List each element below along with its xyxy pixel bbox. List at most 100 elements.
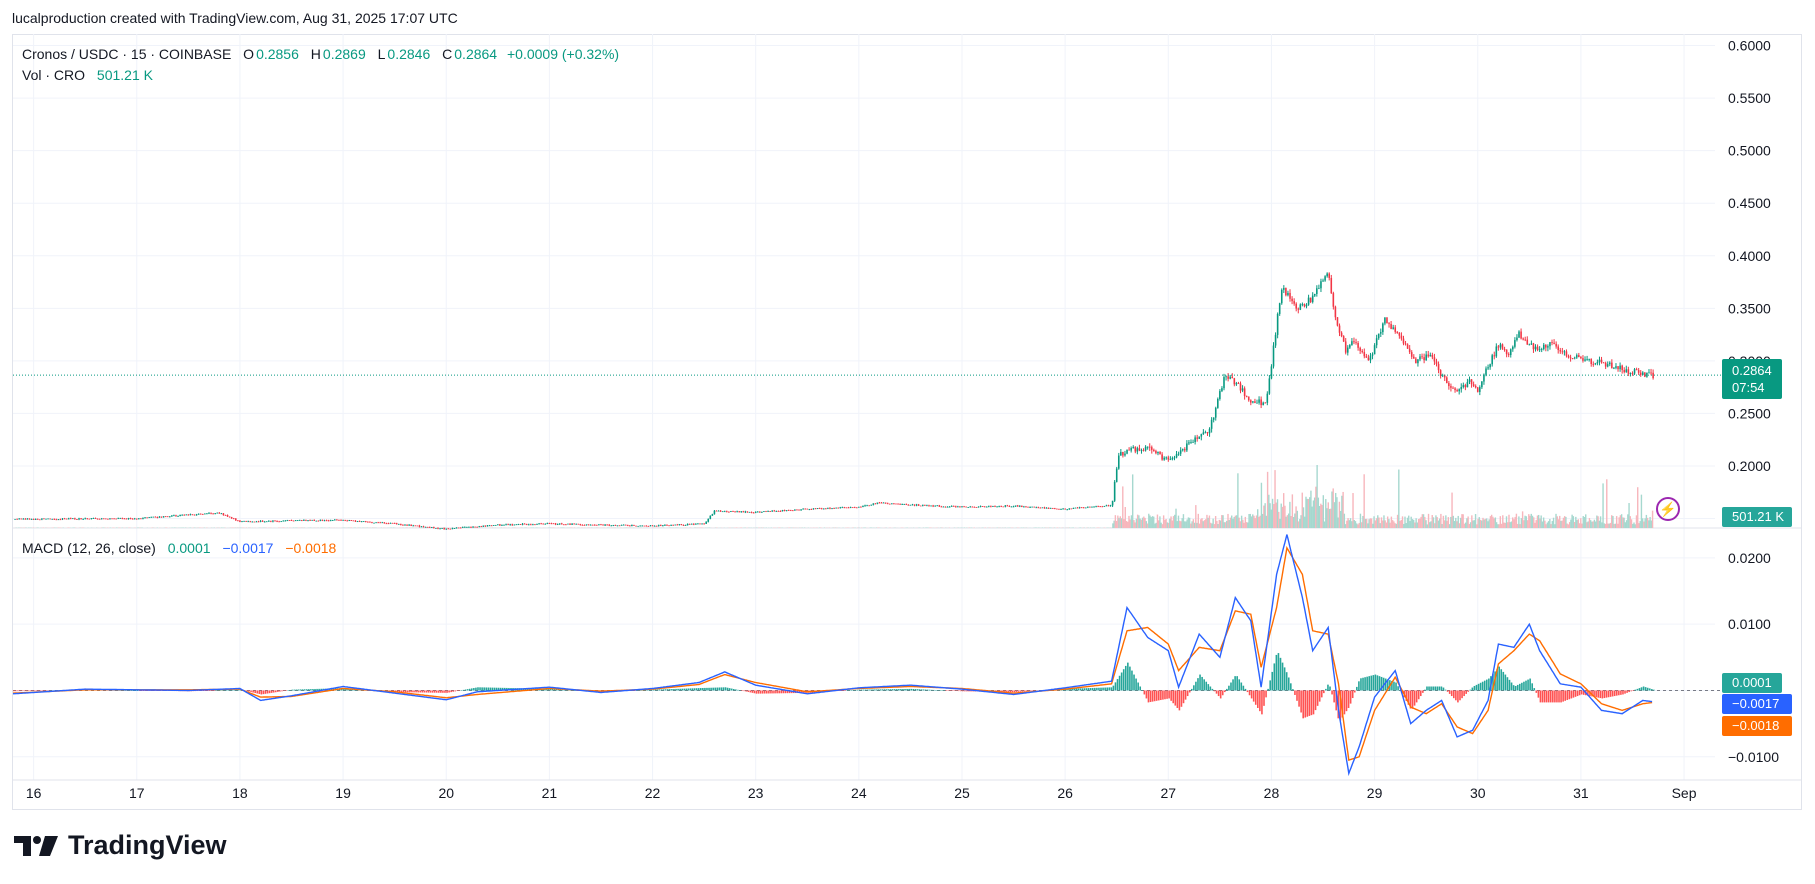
volume-bar <box>1252 514 1254 528</box>
candle-body <box>635 525 637 527</box>
volume-bar <box>1426 524 1428 528</box>
candle-body <box>107 518 109 520</box>
macd-histogram-bar <box>664 689 667 691</box>
macd-histogram-bar <box>23 690 25 692</box>
candle-body <box>530 524 532 526</box>
volume-bar <box>1638 523 1640 528</box>
candle-body <box>16 518 18 520</box>
candle-body <box>1311 295 1314 303</box>
macd-legend[interactable]: MACD (12, 26, close) 0.0001 −0.0017 −0.0… <box>22 540 338 556</box>
macd-histogram-bar <box>283 690 285 691</box>
macd-histogram-bar <box>1087 688 1090 691</box>
chart-canvas[interactable]: 0.15000.20000.25000.30000.35000.40000.45… <box>0 0 1815 810</box>
candle-body <box>430 527 433 528</box>
tradingview-logo[interactable]: TradingView <box>14 830 227 861</box>
volume-bar <box>1411 519 1414 528</box>
macd-histogram-bar <box>1473 685 1476 691</box>
macd-histogram-bar <box>1537 690 1540 698</box>
macd-histogram-bar <box>1104 687 1106 691</box>
volume-bar <box>1144 517 1146 528</box>
volume-bar <box>1489 516 1492 528</box>
volume-bar <box>1379 523 1381 528</box>
price-tick-label: 0.4500 <box>1728 195 1771 211</box>
candle-body <box>1396 331 1399 334</box>
high-value: 0.2869 <box>322 46 366 62</box>
candle-body <box>1054 508 1056 510</box>
macd-histogram-bar <box>1118 675 1121 691</box>
macd-histogram-bar <box>850 690 853 691</box>
candle-body <box>825 508 827 510</box>
candle-body <box>428 527 431 528</box>
candle-body <box>643 525 646 527</box>
volume-bar <box>1231 515 1233 528</box>
volume-bar <box>1461 514 1463 528</box>
candle-body <box>1214 407 1217 418</box>
candle-body <box>1058 508 1060 510</box>
candle-body <box>426 526 429 528</box>
candle-body <box>1165 457 1168 459</box>
candle-body <box>558 523 561 525</box>
volume-bar <box>1528 514 1530 528</box>
macd-histogram-bar <box>959 690 962 692</box>
candle-body <box>1489 364 1491 368</box>
candle-body <box>96 518 99 520</box>
candle-body <box>544 523 547 525</box>
candle-body <box>144 517 146 519</box>
candle-body <box>146 517 148 519</box>
candle-body <box>142 518 144 519</box>
time-tick-label: 30 <box>1470 785 1486 801</box>
candle-body <box>373 522 375 524</box>
macd-histogram-bar <box>844 690 847 691</box>
candle-body <box>975 507 978 508</box>
volume-bar <box>1334 492 1337 528</box>
volume-bar <box>1524 515 1526 528</box>
candle-body <box>785 510 788 511</box>
candle-body <box>1293 301 1295 304</box>
candle-body <box>664 524 666 526</box>
volume-bar <box>1347 518 1349 528</box>
macd-histogram-bar <box>264 690 267 694</box>
macd-histogram-bar <box>254 690 256 694</box>
volume-bar <box>1164 519 1166 528</box>
macd-histogram-bar <box>1273 663 1276 691</box>
candle-body <box>1318 288 1320 290</box>
candle-body <box>1555 343 1557 347</box>
volume-bar <box>1520 518 1523 528</box>
candle-body <box>286 520 289 521</box>
macd-histogram-bar <box>1428 686 1430 691</box>
volume-bar <box>1394 523 1396 528</box>
macd-histogram-bar <box>1444 689 1447 691</box>
candle-body <box>585 524 588 526</box>
volume-legend[interactable]: Vol · CRO 501.21 K <box>22 67 155 83</box>
candle-body <box>707 518 710 522</box>
volume-bar <box>1563 516 1566 528</box>
candle-body <box>1136 448 1139 452</box>
candle-body <box>385 523 388 525</box>
candle-body <box>1235 383 1238 385</box>
volume-bar <box>1603 523 1605 528</box>
volume-bar <box>1358 522 1360 528</box>
candle-body <box>519 524 522 525</box>
lightning-bolt-icon[interactable]: ⚡ <box>1656 497 1680 521</box>
candle-body <box>1639 372 1642 375</box>
volume-bar <box>1238 517 1240 528</box>
macd-histogram-bar <box>1294 690 1296 695</box>
candle-body <box>1021 505 1023 507</box>
macd-histogram-bar <box>572 690 574 691</box>
macd-histogram-bar <box>1025 690 1028 692</box>
candle-body <box>1330 277 1333 294</box>
candle-body <box>1153 449 1155 451</box>
macd-histogram-bar <box>39 690 42 691</box>
candle-body <box>369 521 371 523</box>
macd-histogram-bar <box>310 689 312 691</box>
macd-histogram-bar <box>848 690 851 691</box>
symbol-label[interactable]: Cronos / USDC · 15 · COINBASE <box>22 46 232 62</box>
candle-body <box>711 514 714 516</box>
macd-histogram-bar <box>1149 690 1152 703</box>
volume-bar <box>1604 523 1607 528</box>
candle-body <box>888 503 891 505</box>
chart-frame[interactable] <box>12 34 1802 810</box>
macd-tick-label: 0.0100 <box>1728 616 1771 632</box>
macd-histogram-bar <box>1345 690 1348 712</box>
